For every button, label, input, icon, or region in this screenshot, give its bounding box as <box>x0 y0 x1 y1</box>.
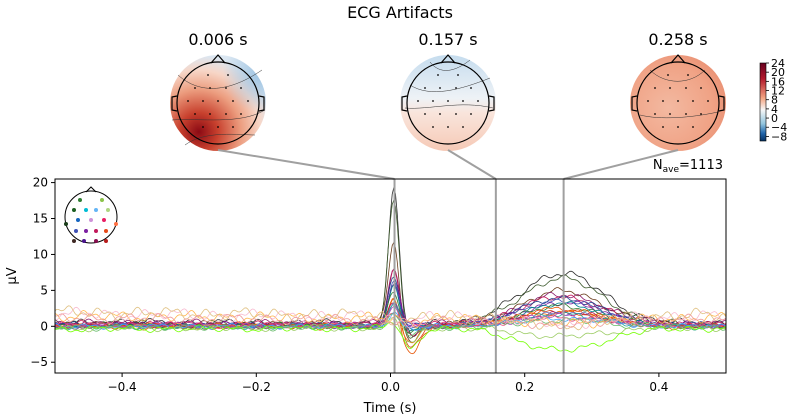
channel-trace <box>55 302 726 330</box>
y-tick-label: 20 <box>33 176 48 190</box>
y-tick-label: 15 <box>33 212 48 226</box>
topomap-connector-line <box>563 149 679 180</box>
y-axis-ticks: −5 0 5 10 15 20 <box>30 176 55 369</box>
y-tick-label: 10 <box>33 247 48 261</box>
topomap-connector-line <box>217 149 395 180</box>
colorbar-tick-label: 4 <box>771 103 778 116</box>
channel-traces <box>55 187 726 355</box>
x-tick-label: 0.4 <box>649 380 668 394</box>
topomap-label-2: 0.157 s <box>418 30 477 49</box>
y-tick-label: −5 <box>30 355 48 369</box>
sensor-layout-inset <box>64 186 118 244</box>
channel-trace <box>55 313 726 337</box>
colorbar-tick-label: 20 <box>771 66 785 79</box>
axes-frame <box>54 178 727 374</box>
nave-annotation: Nave=1113 <box>653 158 723 175</box>
colorbar-tick-label: 12 <box>771 85 785 98</box>
x-tick-label: 0.0 <box>381 380 400 394</box>
topomap-connectors <box>217 149 679 180</box>
x-axis-ticks: −0.4 −0.2 0.0 0.2 0.4 <box>108 373 668 394</box>
colorbar-tick-label: 24 <box>771 57 785 70</box>
chart-title: ECG Artifacts <box>347 3 453 22</box>
sensor-layout-dots <box>64 198 118 243</box>
channel-trace <box>55 313 726 330</box>
plot-area: −0.4 −0.2 0.0 0.2 0.4 −5 0 5 10 15 20 <box>30 176 727 394</box>
topomap-3-sensors <box>647 74 709 128</box>
colorbar-tick-label: −8 <box>771 130 787 143</box>
colorbar-tick-label: 0 <box>771 112 778 125</box>
topomap-3 <box>630 54 726 151</box>
topomap-1-sensors <box>187 74 249 128</box>
topomap-label-3: 0.258 s <box>648 30 707 49</box>
x-axis-label: Time (s) <box>363 401 417 416</box>
x-tick-label: −0.2 <box>242 380 271 394</box>
channel-trace <box>55 316 726 343</box>
time-markers <box>393 179 565 373</box>
topomap-2-sensors <box>417 74 479 128</box>
channel-trace <box>55 311 726 331</box>
y-tick-label: 0 <box>40 319 48 333</box>
colorbar-tick-label: −4 <box>771 121 787 134</box>
topomap-2 <box>400 54 496 151</box>
channel-trace <box>55 305 726 331</box>
topomap-label-1: 0.006 s <box>188 30 247 49</box>
y-axis-label: µV <box>5 267 20 284</box>
colorbar-tick-label: 8 <box>771 94 778 107</box>
colorbar-tick-label: 16 <box>771 75 785 88</box>
topomap-connector-line <box>447 149 497 180</box>
x-tick-label: −0.4 <box>108 380 137 394</box>
channel-trace <box>55 306 726 329</box>
x-tick-label: 0.2 <box>515 380 534 394</box>
topomap-1 <box>170 54 266 151</box>
y-tick-label: 5 <box>40 283 48 297</box>
